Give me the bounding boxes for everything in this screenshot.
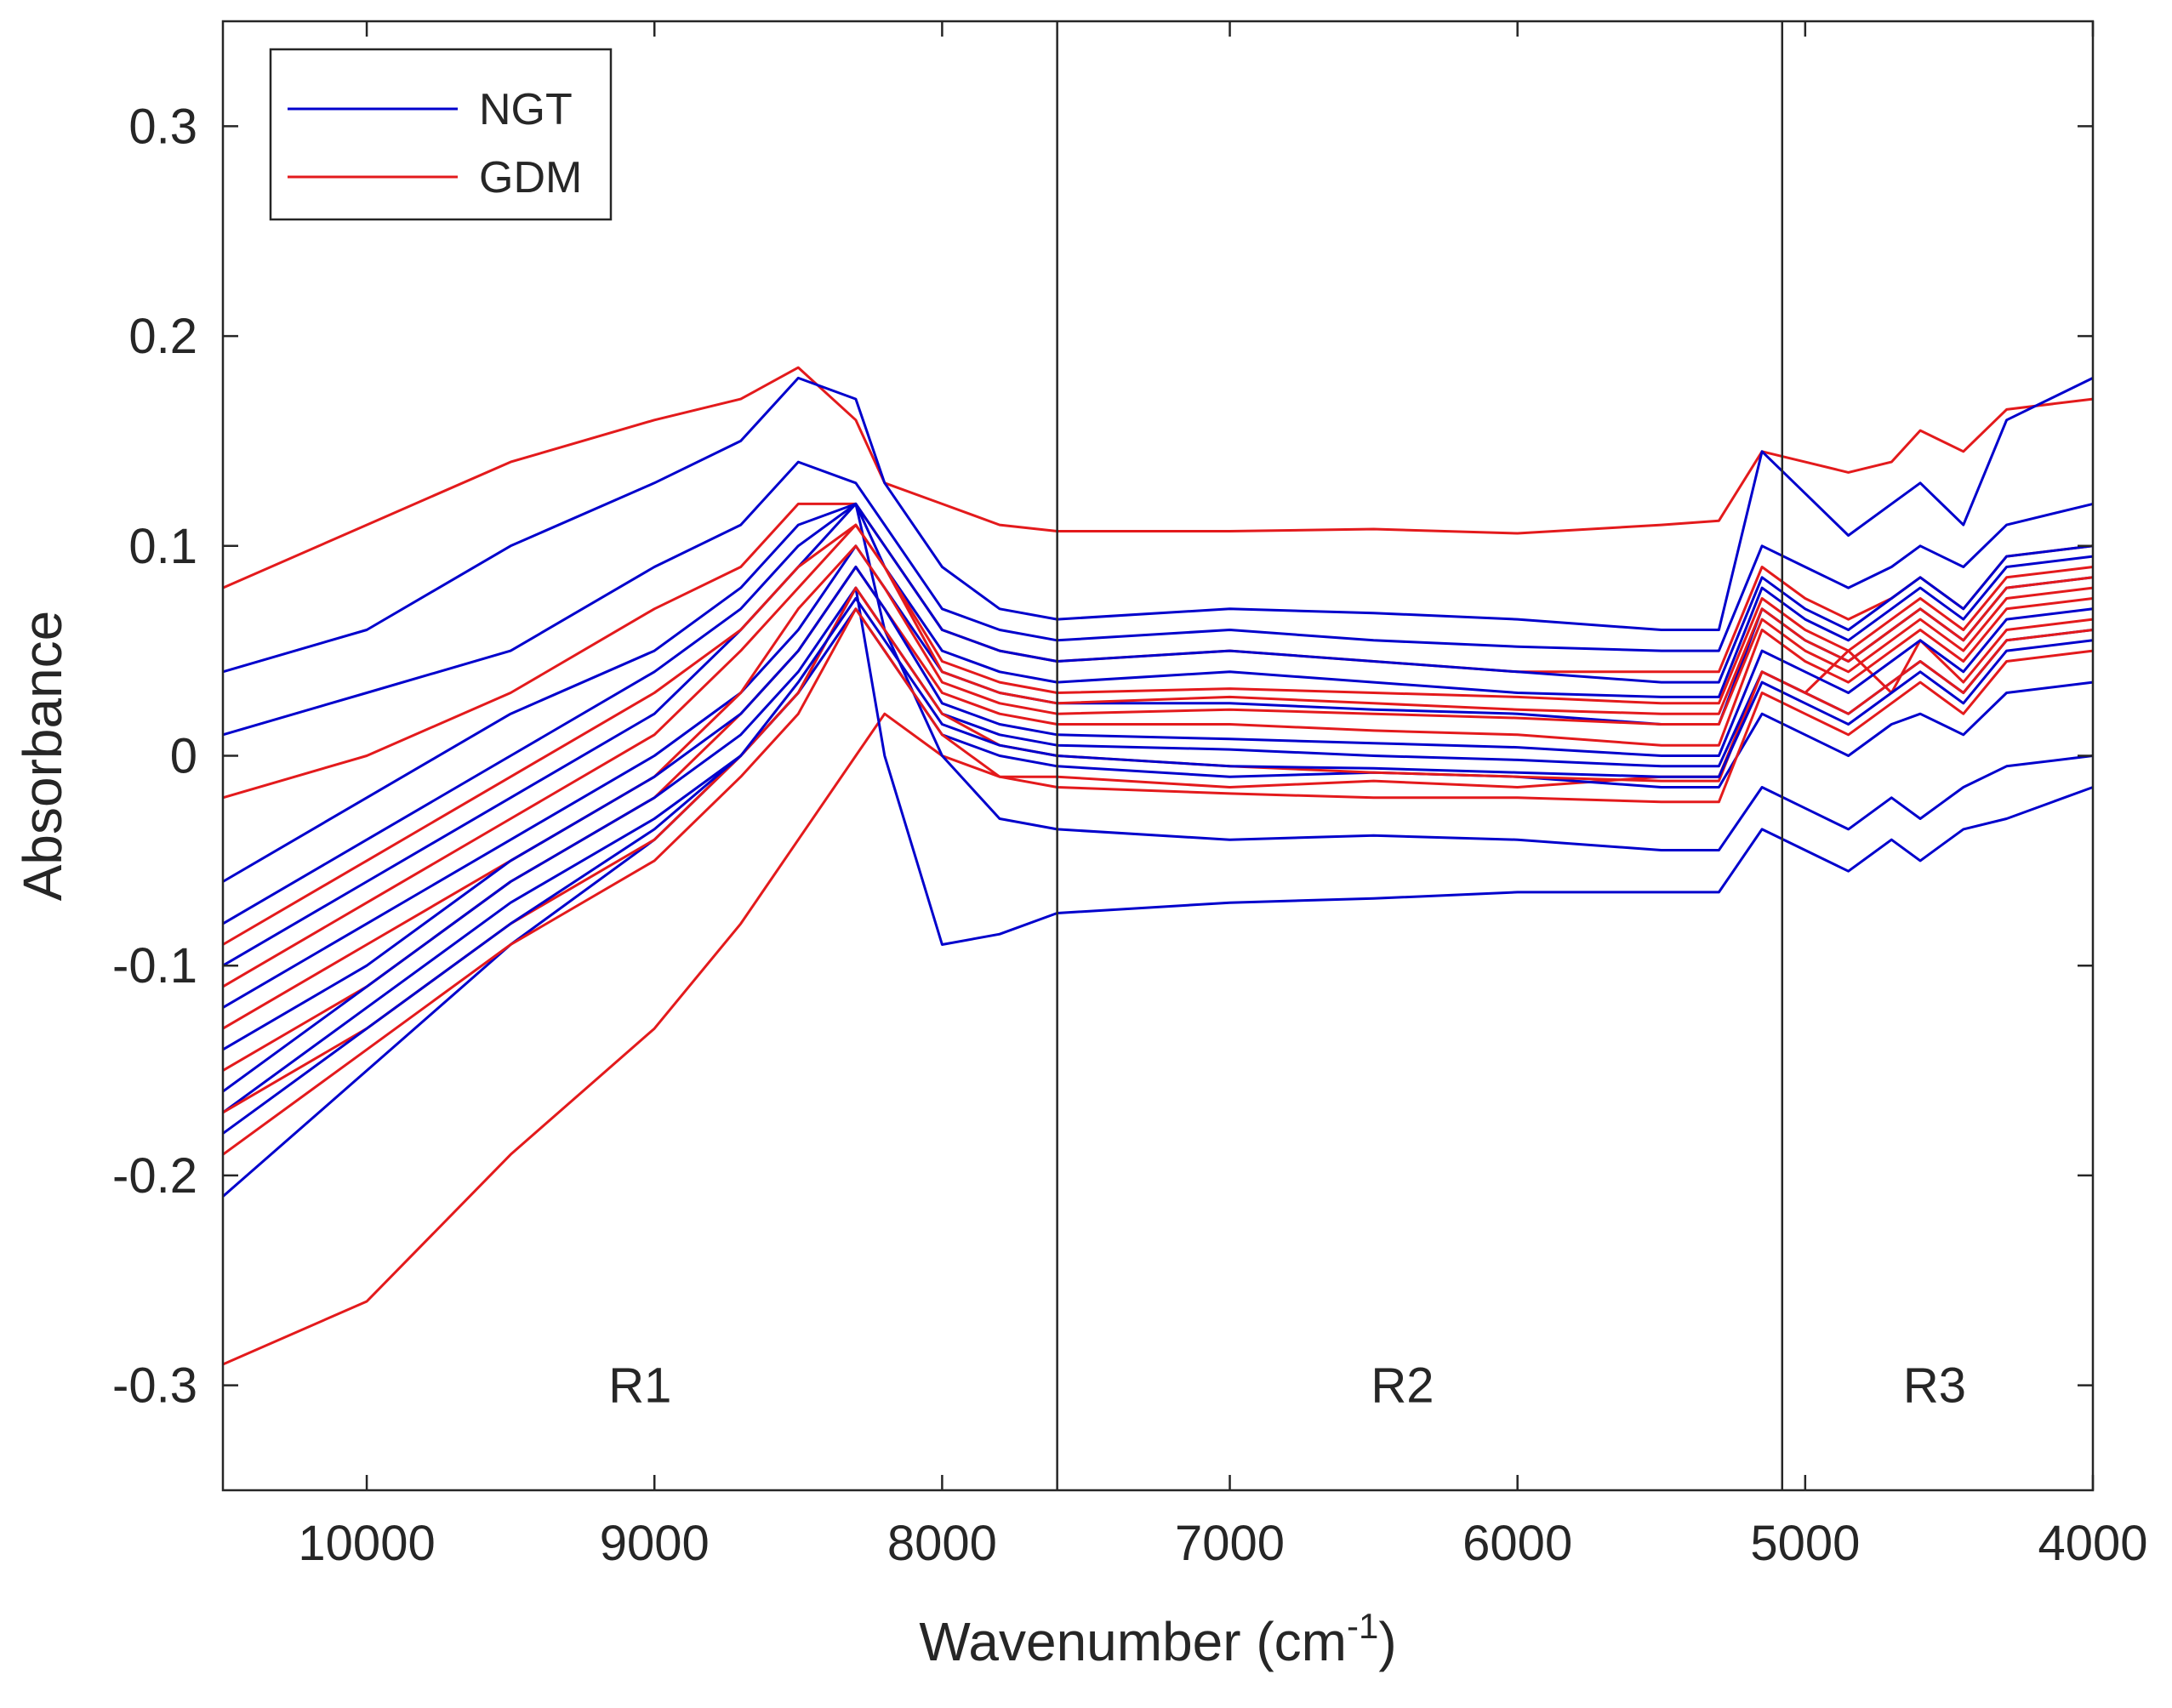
region-label-r3: R3	[1903, 1358, 1966, 1414]
series-layer	[222, 366, 2094, 1366]
x-axis-label-suffix: )	[1378, 1611, 1396, 1672]
series-line-gdm-10	[222, 607, 2094, 1156]
legend-label-ngt: NGT	[479, 85, 573, 134]
y-tick-label: 0	[170, 729, 197, 784]
y-tick-label: 0.1	[128, 519, 197, 574]
x-tick-label: 9000	[600, 1516, 710, 1571]
series-line-gdm-0	[222, 618, 2094, 1366]
axes-box	[221, 20, 2095, 1492]
x-tick-label: 7000	[1175, 1516, 1285, 1571]
series-line-gdm-14	[222, 523, 2094, 988]
x-tick-label: 4000	[2038, 1516, 2147, 1571]
legend-label-gdm: GDM	[479, 153, 582, 202]
legend-box	[269, 48, 613, 221]
x-tick-label: 10000	[298, 1516, 435, 1571]
series-line-ngt-7	[222, 607, 2094, 1114]
y-tick-label: -0.3	[112, 1358, 197, 1414]
x-tick-label: 6000	[1462, 1516, 1572, 1571]
y-tick-label: -0.2	[112, 1148, 197, 1204]
y-axis-label: Absorbance	[12, 611, 73, 902]
series-line-ngt-2	[222, 376, 2094, 674]
series-line-gdm-16	[222, 586, 2094, 1114]
series-line-ngt-17	[222, 502, 2094, 883]
series-line-ngt-11	[222, 502, 2094, 925]
y-tick-label: 0.3	[128, 99, 197, 154]
x-tick-label: 5000	[1750, 1516, 1860, 1571]
region-label-r2: R2	[1371, 1358, 1434, 1414]
x-tick-label: 8000	[887, 1516, 997, 1571]
series-line-ngt-15	[222, 566, 2094, 1051]
region-label-r1: R1	[608, 1358, 671, 1414]
series-line-gdm-18	[222, 523, 2094, 946]
series-line-gdm-1	[222, 366, 2094, 589]
series-line-gdm-8	[222, 566, 2094, 1072]
series-line-ngt-5	[222, 460, 2094, 737]
region-divider-layer	[1056, 21, 1784, 1490]
series-line-ngt-4	[222, 502, 2094, 967]
x-axis-label-superscript: -1	[1347, 1606, 1378, 1646]
y-tick-label: 0.2	[128, 309, 197, 364]
legend: NGT GDM	[269, 48, 613, 221]
tick-layer: 10000 9000 8000 7000 6000 5000 4000 0.3 0.2 0.1 0 -…	[112, 21, 2148, 1571]
series-line-ngt-19	[222, 597, 2094, 1135]
series-line-gdm-12	[222, 544, 2094, 1030]
x-axis-label-main: Wavenumber (cm	[919, 1611, 1347, 1672]
x-axis-label: Wavenumber (cm-1)	[919, 1606, 1396, 1672]
y-tick-label: -0.1	[112, 938, 197, 993]
region-label-layer: R1 R2 R3	[608, 1358, 1966, 1414]
